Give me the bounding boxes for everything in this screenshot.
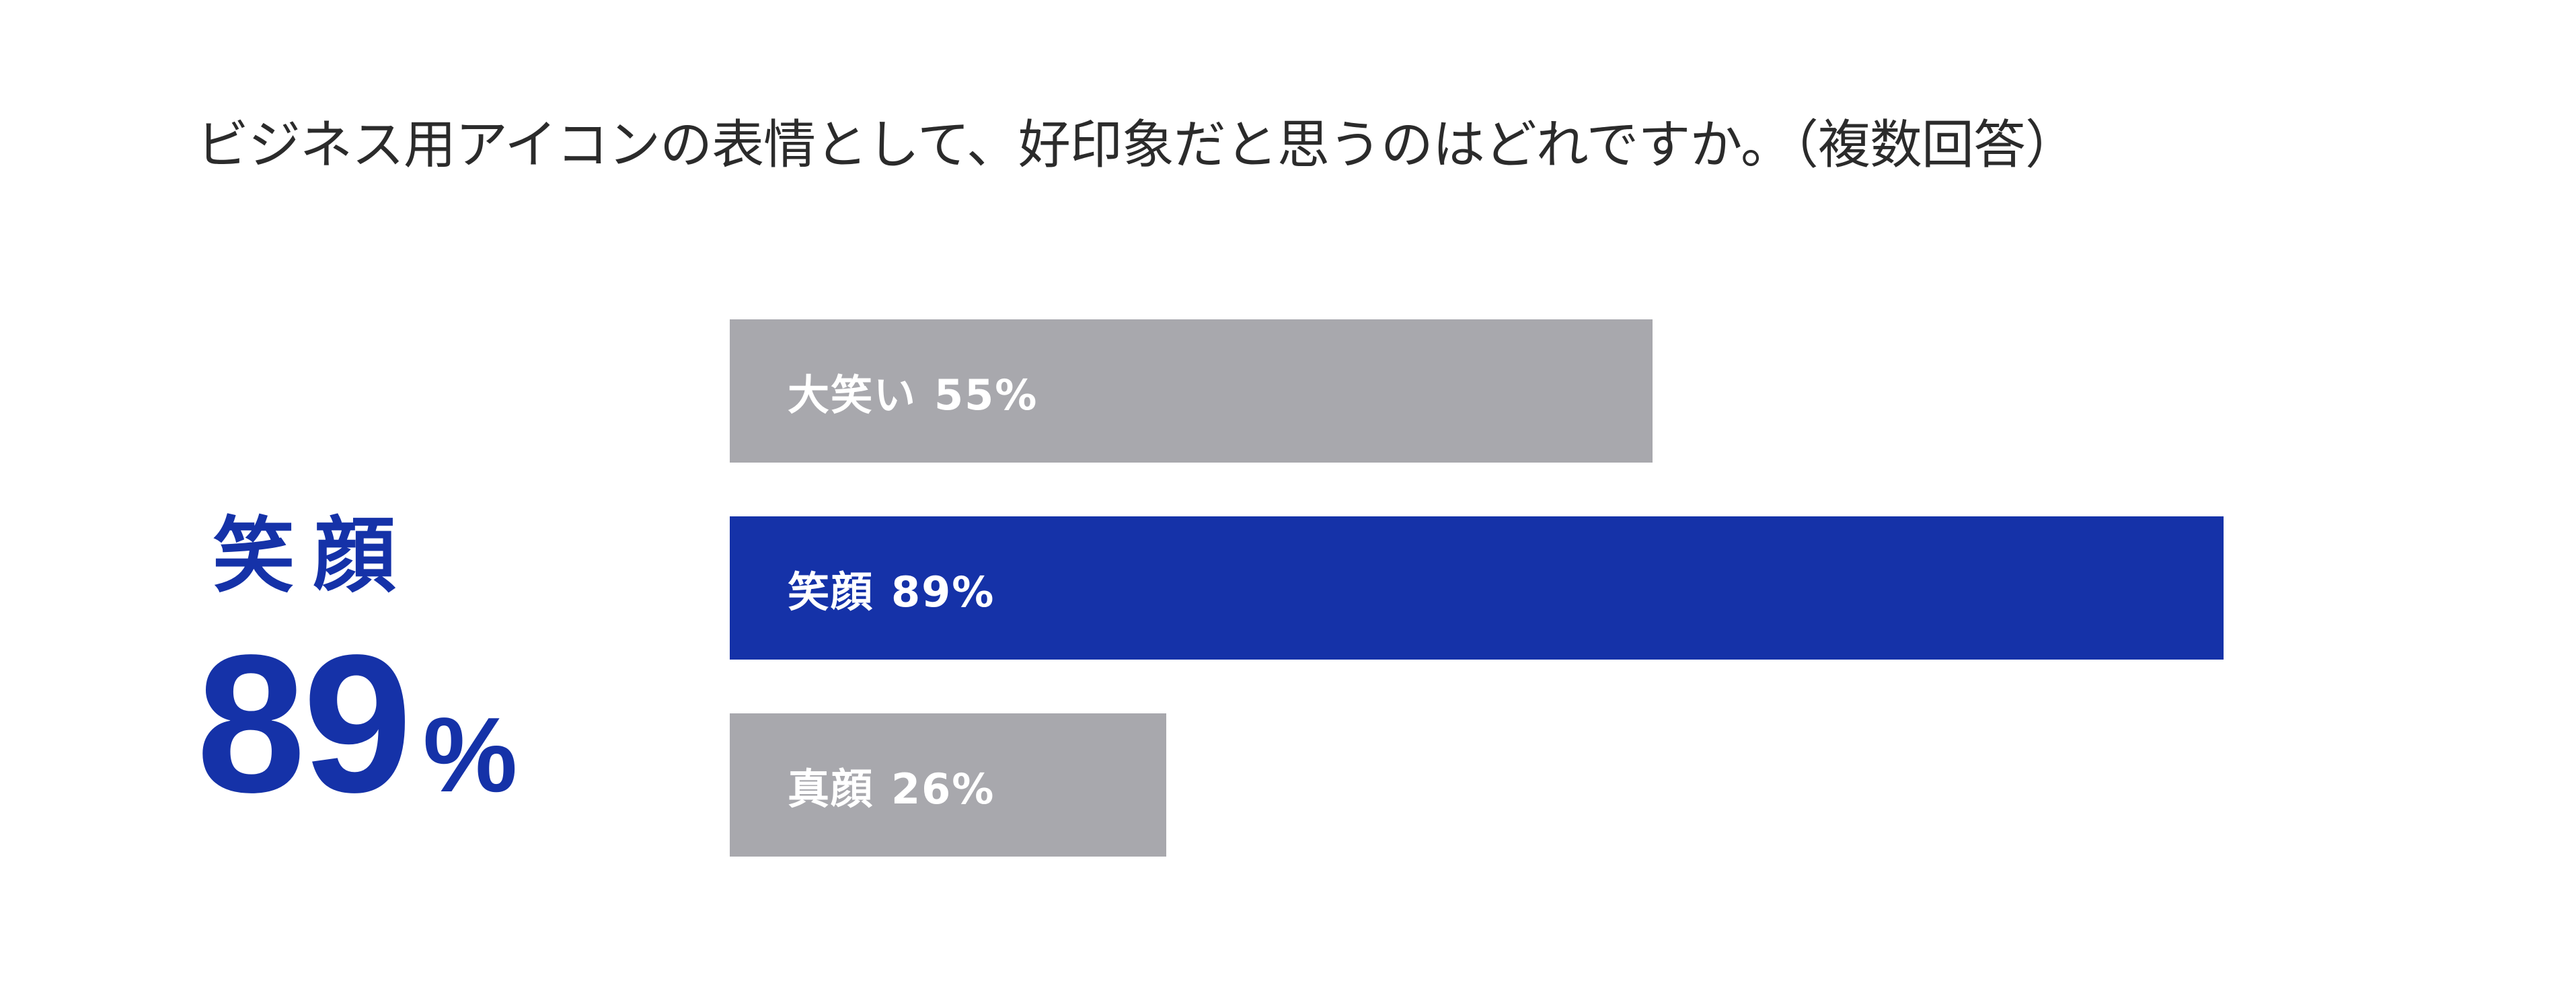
bar-value-label: 55% [934, 370, 1038, 420]
bar-3: 真顔 26% [730, 713, 1166, 857]
highlight-number: 89 [196, 614, 412, 833]
bar-label: 笑顔 89% [788, 558, 995, 619]
survey-question: ビジネス用アイコンの表情として、好印象だと思うのはどれですか。（複数回答） [196, 115, 2078, 175]
bar-category: 真顔 [788, 764, 874, 814]
highlight-unit: % [422, 696, 518, 814]
bar-value-label: 26% [891, 764, 995, 814]
bar-value-label: 89% [891, 567, 995, 617]
bar-1: 大笑い 55% [730, 319, 1653, 463]
bar-category: 大笑い [788, 370, 917, 420]
bar-label: 大笑い 55% [788, 361, 1038, 422]
highlight-value: 89% [196, 625, 517, 822]
bar-label: 真顔 26% [788, 755, 995, 816]
bar-2: 笑顔 89% [730, 516, 2224, 660]
highlight-label: 笑顔 [213, 508, 414, 604]
bar-category: 笑顔 [788, 567, 874, 617]
